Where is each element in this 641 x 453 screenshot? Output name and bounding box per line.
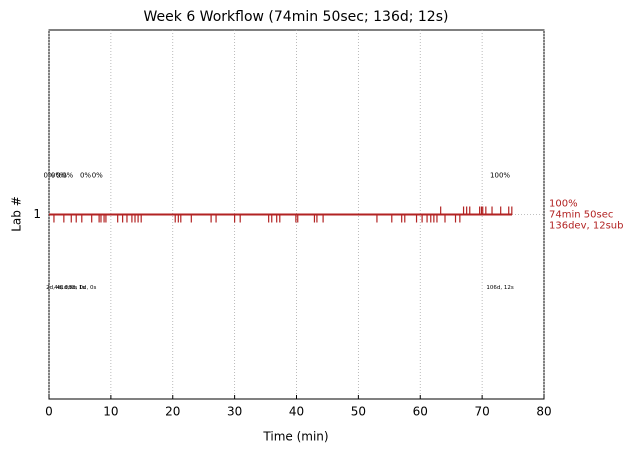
x-tick-label: 70 xyxy=(474,405,489,419)
count-label: 106d, 12s xyxy=(486,285,513,291)
x-tick-label: 50 xyxy=(351,405,366,419)
count-label: 0d, 0s xyxy=(80,285,97,291)
progress-label: 100% xyxy=(490,172,510,180)
x-tick-label: 60 xyxy=(413,405,428,419)
count-label: 4d, 0s xyxy=(54,285,71,291)
x-tick-label: 80 xyxy=(536,405,551,419)
progress-label: 0% xyxy=(51,172,62,180)
summary-label: 100% xyxy=(549,199,578,210)
count-label: 1d, 0s xyxy=(60,285,77,291)
summary-label: 74min 50sec xyxy=(549,210,613,221)
x-tick-label: 10 xyxy=(103,405,118,419)
x-tick-label: 0 xyxy=(45,405,53,419)
x-tick-label: 30 xyxy=(227,405,242,419)
y-axis-label: Lab # xyxy=(10,196,24,232)
progress-label: 0% xyxy=(80,172,91,180)
chart-title: Week 6 Workflow (74min 50sec; 136d; 12s) xyxy=(144,9,449,25)
x-tick-label: 20 xyxy=(165,405,180,419)
x-axis-label: Time (min) xyxy=(262,430,328,444)
count-label: 2d, 4s xyxy=(46,285,63,291)
progress-label: 0% xyxy=(56,172,67,180)
summary-label: 136dev, 12sub xyxy=(549,221,623,232)
count-label: 3d, 1s xyxy=(68,285,85,291)
progress-label: 0% xyxy=(43,172,54,180)
y-tick-label: 1 xyxy=(33,207,41,221)
progress-label: 0% xyxy=(62,172,73,180)
x-tick-label: 40 xyxy=(289,405,304,419)
progress-label: 0% xyxy=(92,172,103,180)
